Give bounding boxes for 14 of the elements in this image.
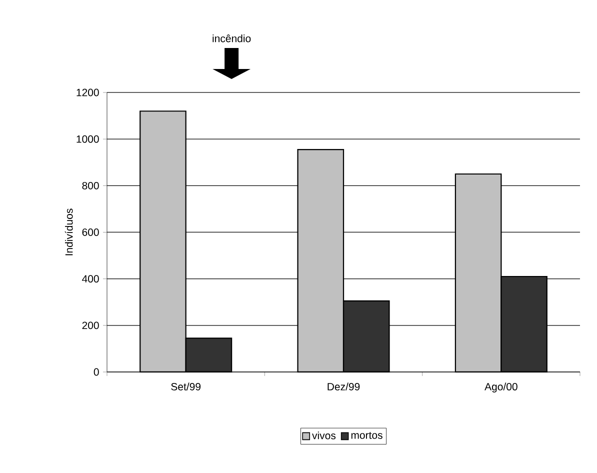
y-tick-label: 200	[82, 322, 99, 330]
x-tick-label: Dez/99	[328, 382, 360, 390]
y-axis-title: Indivíduos	[64, 208, 73, 256]
legend-label: vivos	[312, 432, 336, 440]
y-tick-label: 1000	[76, 135, 99, 143]
y-tick-label: 1200	[76, 88, 99, 96]
legend-label: mortos	[351, 432, 382, 439]
x-tick-label: Ago/00	[484, 382, 518, 392]
y-tick-label: 600	[82, 228, 99, 236]
text: incêndio	[212, 34, 251, 42]
y-tick-label: 800	[82, 182, 99, 190]
y-tick-label: 0	[94, 368, 99, 376]
x-tick-label: Set/99	[171, 382, 201, 390]
y-tick-label: 400	[82, 275, 99, 283]
